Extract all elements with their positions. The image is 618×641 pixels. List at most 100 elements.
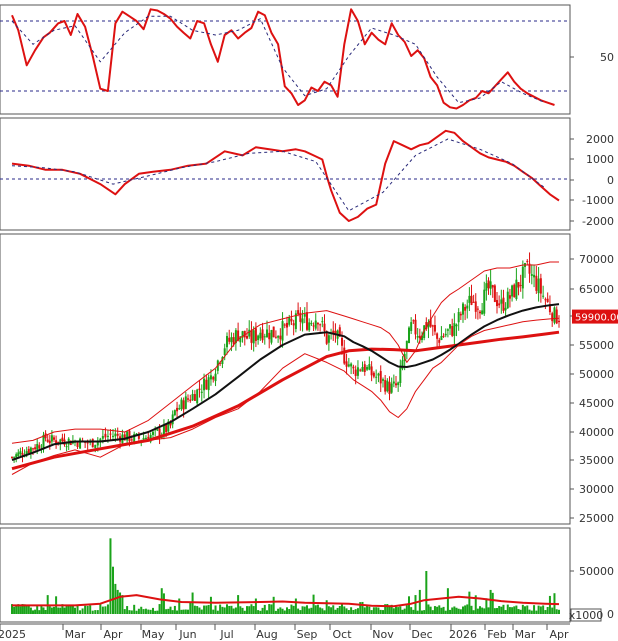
- volume-bar: [219, 604, 222, 614]
- volume-bar: [464, 605, 467, 614]
- volume-bar: [147, 609, 150, 614]
- volume-bar: [386, 604, 389, 614]
- candle-body: [462, 303, 464, 315]
- candle-body: [483, 289, 486, 314]
- candle-body: [399, 367, 402, 383]
- volume-bar: [483, 608, 486, 614]
- volume-bar: [19, 606, 22, 614]
- candle-body: [11, 456, 13, 458]
- candle-body: [370, 366, 373, 376]
- candle-body: [425, 322, 428, 330]
- candle-body: [321, 321, 324, 323]
- candle-body: [533, 274, 536, 278]
- volume-bar: [128, 610, 131, 614]
- volume-bar: [485, 598, 488, 614]
- volume-bar: [462, 606, 464, 614]
- candle-body: [558, 320, 560, 323]
- panel-rsi: 50: [0, 4, 614, 115]
- candle-body: [196, 389, 199, 404]
- volume-bar: [21, 604, 24, 614]
- candle-body: [292, 323, 295, 326]
- volume-bar: [182, 609, 185, 614]
- volume-bar: [140, 606, 143, 614]
- candle-body: [327, 335, 330, 343]
- candle-body: [440, 336, 443, 341]
- x-tick-label: Nov: [372, 628, 394, 641]
- y-tick-label: 45000: [579, 397, 614, 410]
- candle-body: [416, 336, 419, 338]
- volume-bar: [347, 610, 350, 614]
- volume-bar: [180, 609, 183, 614]
- candle-body: [444, 333, 447, 336]
- volume-bar: [154, 610, 157, 614]
- candle-body: [442, 335, 445, 337]
- volume-bar: [513, 606, 516, 614]
- panel-frame: [0, 233, 571, 525]
- volume-bar: [299, 610, 302, 614]
- volume-bar: [104, 606, 107, 614]
- candle-body: [519, 284, 522, 286]
- candle-body: [474, 301, 477, 312]
- volume-bar: [71, 604, 74, 614]
- volume-bar: [243, 610, 246, 614]
- volume-bar: [81, 608, 84, 614]
- panel-price: 7000065000600005500050000450004000035000…: [0, 233, 618, 525]
- candle-body: [246, 335, 248, 339]
- volume-bar: [500, 606, 503, 614]
- volume-bar: [205, 605, 208, 614]
- candle-body: [212, 376, 215, 380]
- candle-body: [506, 291, 509, 309]
- volume-bar: [442, 606, 445, 614]
- volume-bar: [455, 607, 458, 614]
- candle-body: [182, 400, 185, 410]
- candle-body: [350, 363, 353, 367]
- y-tick-label: 0: [607, 174, 614, 187]
- candle-body: [55, 440, 58, 444]
- candle-body: [418, 335, 421, 339]
- x-tick-label: Oct: [332, 628, 352, 641]
- volume-bar: [207, 604, 210, 614]
- candle-body: [130, 439, 133, 441]
- candle-body: [252, 330, 255, 344]
- volume-bar: [234, 607, 237, 614]
- volume-bar: [149, 609, 152, 614]
- candle-body: [76, 442, 79, 448]
- candle-body: [457, 311, 460, 323]
- y-tick-label: -1000: [582, 194, 614, 207]
- candle-body: [366, 367, 369, 370]
- volume-bar: [334, 609, 337, 614]
- candle-body: [334, 330, 337, 336]
- y-tick-label: 50: [600, 51, 614, 64]
- candle-body: [401, 360, 404, 369]
- y-tick-label: 65000: [579, 283, 614, 296]
- y-tick-label: 40000: [579, 426, 614, 439]
- candle-body: [203, 378, 206, 391]
- volume-bar: [226, 604, 228, 614]
- y-tick-label: 0: [607, 608, 614, 621]
- volume-bar: [341, 604, 343, 614]
- volume-bar: [137, 608, 140, 614]
- candle-body: [414, 319, 417, 335]
- volume-bar: [121, 595, 124, 614]
- volume-bar: [178, 598, 181, 614]
- x-tick-label: Aug: [256, 628, 277, 641]
- candle-body: [481, 310, 484, 315]
- volume-bar: [524, 606, 526, 614]
- volume-bar: [94, 610, 97, 614]
- candle-body: [65, 446, 68, 448]
- volume-bar: [212, 609, 215, 614]
- volume-bar: [160, 588, 163, 614]
- candle-body: [261, 329, 264, 341]
- volume-bar: [515, 605, 518, 614]
- volume-bar: [319, 607, 322, 614]
- panel-frame: [0, 117, 571, 231]
- candle-body: [453, 323, 456, 336]
- candle-body: [193, 394, 196, 401]
- candle-body: [412, 320, 415, 322]
- volume-bar: [230, 605, 233, 614]
- candle-body: [530, 274, 533, 276]
- volume-bar: [259, 610, 262, 614]
- volume-bar: [350, 607, 353, 614]
- candle-body: [250, 330, 253, 343]
